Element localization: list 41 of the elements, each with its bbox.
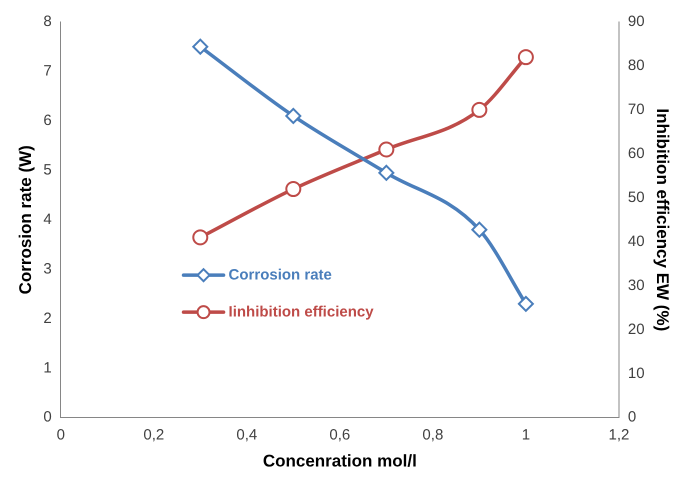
x-axis-title: Concenration mol/l bbox=[262, 451, 417, 470]
y-tick-label: 6 bbox=[43, 112, 52, 130]
legend-label: Iinhibition efficiency bbox=[228, 303, 374, 320]
point bbox=[471, 102, 488, 118]
point bbox=[378, 164, 394, 181]
x-tick-label: 0,4 bbox=[236, 426, 258, 444]
y2-tick-label: 20 bbox=[628, 320, 645, 338]
x-tick-label: 0,6 bbox=[329, 426, 350, 444]
legend-label: Corrosion rate bbox=[228, 266, 332, 284]
y2-tick-label: 80 bbox=[628, 57, 645, 74]
y2-tick-label: 0 bbox=[628, 408, 636, 426]
y-tick-label: 1 bbox=[43, 359, 52, 376]
y2-axis-title: Inhibition efficiency EW (%) bbox=[653, 108, 672, 332]
y2-tick-label: 10 bbox=[628, 364, 645, 382]
y2-tick-label: 90 bbox=[628, 13, 645, 30]
x-tick-label: 0,2 bbox=[143, 426, 164, 444]
y-tick-label: 0 bbox=[43, 408, 52, 426]
point bbox=[518, 296, 534, 312]
y-tick-label: 5 bbox=[43, 161, 52, 178]
y2-tick-label: 70 bbox=[628, 101, 645, 118]
y2-tick-label: 50 bbox=[628, 188, 645, 206]
y-tick-label: 4 bbox=[43, 210, 52, 228]
point bbox=[192, 229, 208, 246]
y-tick-label: 8 bbox=[43, 13, 52, 30]
point bbox=[378, 141, 394, 158]
x-tick-label: 0,8 bbox=[422, 426, 444, 444]
x-tick-label: 0 bbox=[56, 426, 65, 444]
y-tick-label: 2 bbox=[43, 310, 52, 327]
y-axis-title: Corrosion rate (W) bbox=[16, 145, 35, 294]
y2-tick-label: 30 bbox=[628, 276, 645, 294]
x-tick-label: 1 bbox=[522, 426, 530, 444]
point bbox=[192, 38, 208, 55]
y2-tick-label: 60 bbox=[628, 145, 645, 162]
y2-tick-label: 40 bbox=[628, 232, 645, 250]
point bbox=[285, 108, 302, 124]
x-tick-label: 1,2 bbox=[608, 426, 630, 444]
y-tick-label: 7 bbox=[43, 62, 52, 80]
point bbox=[471, 222, 488, 238]
point bbox=[285, 181, 302, 198]
y-tick-label: 3 bbox=[43, 260, 52, 278]
point bbox=[518, 49, 534, 66]
